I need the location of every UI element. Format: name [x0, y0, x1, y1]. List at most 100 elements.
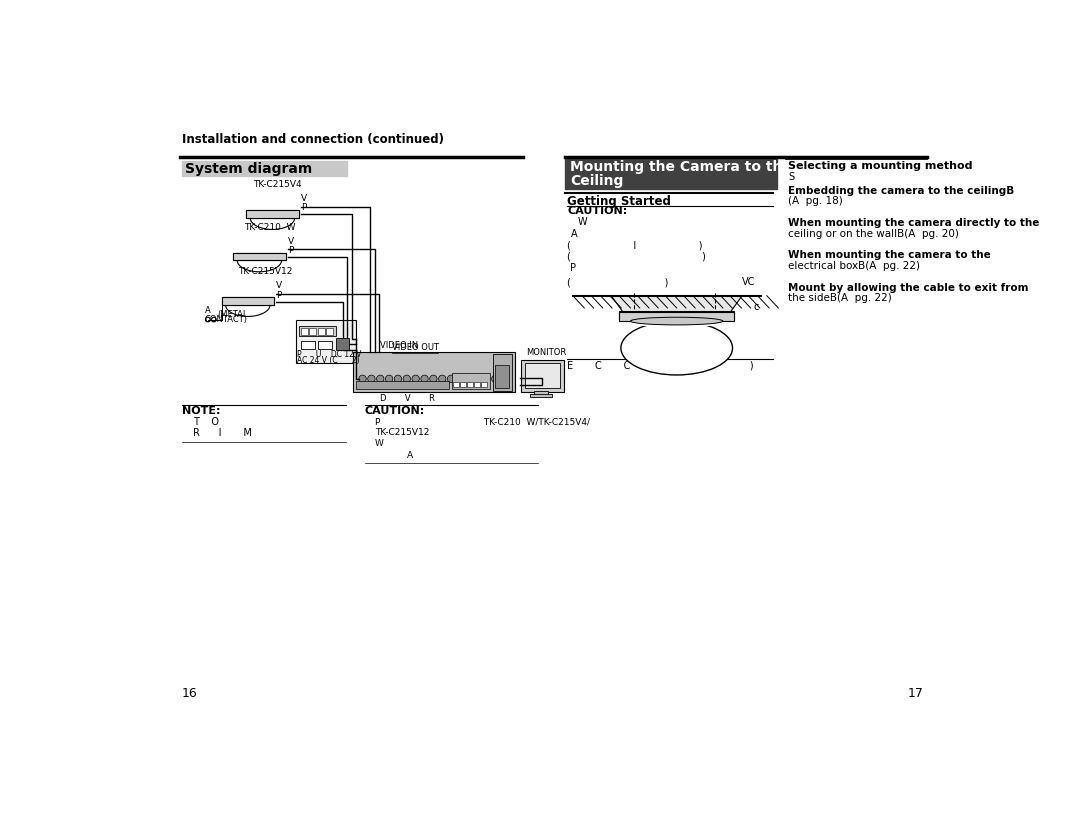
Bar	[474, 382, 480, 387]
Text: (METAL: (METAL	[217, 309, 247, 319]
Ellipse shape	[621, 321, 732, 375]
Text: CONTACT): CONTACT)	[205, 315, 247, 324]
Text: P: P	[288, 246, 294, 255]
Text: VIDEO OUT: VIDEO OUT	[392, 343, 438, 352]
Text: W: W	[578, 217, 588, 227]
Bar	[495, 365, 509, 388]
Ellipse shape	[238, 249, 282, 272]
Bar	[233, 253, 285, 260]
Circle shape	[394, 375, 402, 383]
Text: NOTE:: NOTE:	[181, 406, 220, 416]
Bar	[451, 374, 490, 389]
Bar	[246, 210, 299, 218]
Bar	[258, 211, 287, 217]
Text: TK-C215V4: TK-C215V4	[253, 180, 301, 189]
Text: Getting Started: Getting Started	[567, 195, 672, 208]
Text: A: A	[570, 229, 577, 239]
Ellipse shape	[226, 294, 270, 316]
Text: R      I       M: R I M	[193, 428, 252, 438]
Polygon shape	[611, 296, 742, 317]
Circle shape	[403, 375, 410, 383]
Bar	[220, 289, 275, 305]
Text: Ceiling: Ceiling	[570, 174, 624, 188]
Text: A: A	[407, 451, 414, 460]
Text: (                                          ): ( )	[567, 252, 706, 262]
Text: D       V       R: D V R	[380, 394, 435, 403]
Bar	[353, 352, 515, 392]
Bar	[336, 338, 349, 350]
Text: When mounting the camera to the: When mounting the camera to the	[788, 250, 991, 260]
Bar	[318, 328, 325, 335]
Text: P: P	[276, 290, 282, 299]
Text: A: A	[205, 306, 211, 315]
Ellipse shape	[251, 206, 295, 229]
Text: ceiling or on the wallB(A  pg. 20): ceiling or on the wallB(A pg. 20)	[788, 229, 959, 239]
Bar	[221, 297, 274, 305]
Text: Embedding the camera to the ceilingB: Embedding the camera to the ceilingB	[788, 185, 1014, 195]
Text: System diagram: System diagram	[186, 163, 313, 177]
Text: CAUTION:: CAUTION:	[567, 206, 627, 216]
Bar	[231, 245, 287, 260]
Circle shape	[483, 375, 490, 383]
Text: Selecting a mounting method: Selecting a mounting method	[788, 161, 973, 171]
Bar	[530, 394, 552, 396]
Ellipse shape	[638, 314, 715, 324]
Text: MONITOR: MONITOR	[527, 349, 567, 357]
Bar	[535, 391, 549, 396]
Circle shape	[411, 375, 419, 383]
Bar	[481, 382, 486, 387]
Circle shape	[377, 375, 384, 383]
Circle shape	[367, 375, 375, 383]
Text: V: V	[288, 237, 294, 245]
Text: TK-C210  W: TK-C210 W	[244, 223, 296, 232]
Text: P                                    TK-C210  W/TK-C215V4/: P TK-C210 W/TK-C215V4/	[375, 417, 590, 426]
Text: W: W	[375, 439, 383, 448]
Circle shape	[456, 375, 463, 383]
Text: P: P	[301, 203, 307, 213]
Circle shape	[386, 375, 393, 383]
Circle shape	[359, 375, 366, 383]
Circle shape	[465, 375, 472, 383]
Bar	[460, 382, 465, 387]
Bar	[296, 320, 355, 363]
Text: (                              ): ( )	[567, 277, 669, 287]
Ellipse shape	[631, 317, 723, 325]
Bar	[309, 328, 316, 335]
Bar	[245, 254, 273, 259]
Bar	[619, 311, 734, 319]
Text: CAUTION:: CAUTION:	[365, 406, 426, 416]
Circle shape	[430, 375, 437, 383]
Text: T    O: T O	[193, 417, 219, 427]
Bar	[525, 364, 559, 388]
Text: (                    I                    ): ( I )	[567, 240, 703, 250]
Text: 16: 16	[181, 687, 198, 700]
Text: E       C       C      (                               ): E C C ( )	[567, 360, 754, 370]
Text: electrical boxB(A  pg. 22): electrical boxB(A pg. 22)	[788, 261, 920, 271]
Circle shape	[438, 375, 446, 383]
Text: c: c	[754, 302, 759, 312]
Text: (A  pg. 18): (A pg. 18)	[788, 196, 843, 206]
Bar	[356, 381, 449, 389]
Bar	[522, 359, 564, 392]
Text: S: S	[788, 172, 795, 182]
Text: AC 24 V (C      2): AC 24 V (C 2)	[297, 356, 360, 365]
Circle shape	[447, 375, 455, 383]
Text: VIDEO IN: VIDEO IN	[380, 340, 418, 349]
Text: V: V	[276, 281, 283, 290]
Bar	[245, 203, 300, 218]
Text: 17: 17	[907, 687, 923, 700]
Text: P      U    DC 12 V: P U DC 12 V	[297, 350, 362, 359]
Circle shape	[474, 375, 482, 383]
Text: When mounting the camera directly to the: When mounting the camera directly to the	[788, 218, 1040, 228]
Circle shape	[491, 375, 499, 383]
Bar	[616, 313, 739, 326]
Text: the sideB(A  pg. 22): the sideB(A pg. 22)	[788, 294, 892, 304]
Bar	[233, 298, 262, 304]
Bar	[619, 312, 734, 321]
Bar	[246, 210, 299, 218]
Bar	[318, 341, 332, 349]
Bar	[494, 354, 512, 391]
Bar	[221, 297, 274, 305]
Text: V: V	[301, 194, 307, 203]
Bar	[301, 341, 314, 349]
